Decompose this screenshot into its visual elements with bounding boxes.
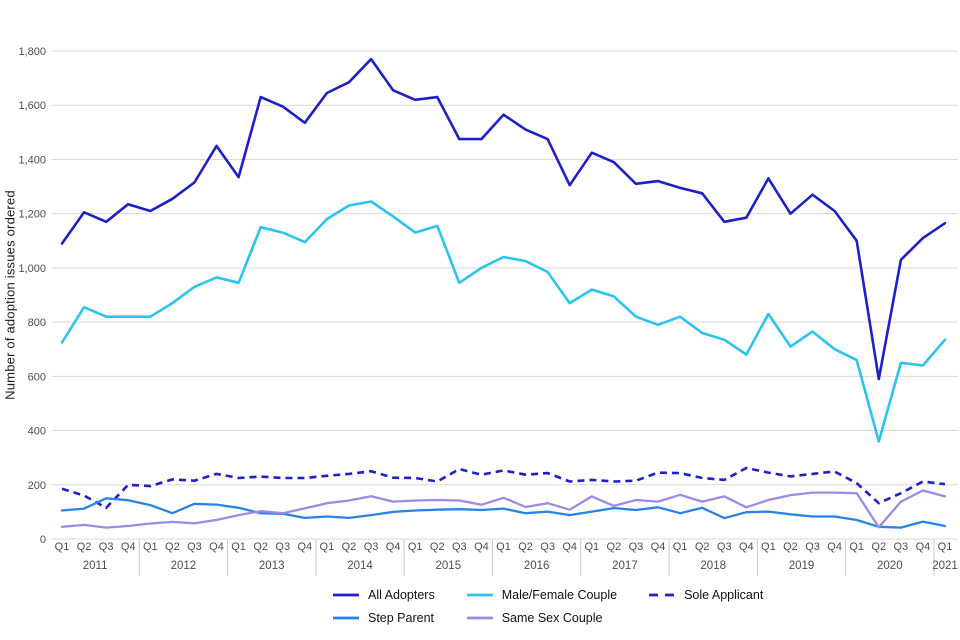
series-line-male-female-couple [60,200,947,443]
chart-legend: All Adopters Male/Female Couple Sole Appli… [333,588,763,625]
x-tick-label: Q4 [827,541,842,553]
x-tick-label: Q4 [474,541,489,553]
legend-item-male-female-couple[interactable]: Male/Female Couple [466,588,618,602]
year-label: 2016 [524,560,550,572]
y-tick-label: 0 [40,534,46,546]
y-tick-label: 1,400 [18,154,46,166]
year-label: 2021 [932,560,958,572]
legend-label: Sole Applicant [684,588,764,602]
x-tick-label: Q3 [452,541,467,553]
legend-label: Same Sex Couple [501,611,603,625]
x-tick-label: Q3 [805,541,820,553]
y-tick-label: 200 [28,480,46,492]
year-label: 2018 [700,560,726,572]
x-tick-label: Q4 [297,541,312,553]
y-axis-title: Number of adoption issues ordered [2,190,18,400]
x-tick-label: Q3 [894,541,909,553]
legend-item-step-parent[interactable]: Step Parent [333,611,435,625]
legend-label: Step Parent [368,611,435,625]
x-tick-label: Q4 [121,541,136,553]
x-tick-label: Q3 [187,541,202,553]
x-tick-label: Q4 [209,541,224,553]
legend-line-sample-male-female-couple [466,593,493,597]
series-line-all-adopters [60,57,947,381]
x-tick-label: Q2 [342,541,357,553]
legend-item-same-sex-couple[interactable]: Same Sex Couple [466,611,617,625]
x-tick-label: Q3 [99,541,114,553]
x-tick-label: Q1 [938,541,953,553]
y-tick-label: 400 [28,426,46,438]
x-tick-label: Q1 [55,541,70,553]
series-line-step-parent [60,497,947,529]
x-tick-label: Q2 [253,541,268,553]
series-line-sole-applicant [61,466,946,510]
x-tick-label: Q2 [165,541,180,553]
x-tick-label: Q4 [651,541,666,553]
x-tick-label: Q4 [562,541,577,553]
y-tick-label: 800 [28,317,46,329]
x-tick-label: Q3 [629,541,644,553]
legend-item-all-adopters[interactable]: All Adopters [333,588,435,602]
x-tick-label: Q4 [916,541,931,553]
year-label: 2012 [171,560,197,572]
year-label: 2020 [877,560,903,572]
x-tick-label: Q2 [430,541,445,553]
x-tick-label: Q1 [496,541,511,553]
x-tick-label: Q1 [408,541,423,553]
x-tick-label: Q2 [518,541,533,553]
y-tick-label: 1,800 [18,46,46,58]
x-tick-label: Q1 [231,541,246,553]
year-label: 2014 [347,560,373,572]
legend-line-sample-all-adopters [333,593,359,597]
y-tick-label: 600 [28,371,46,383]
x-tick-label: Q4 [739,541,754,553]
y-tick-label: 1,200 [18,209,46,221]
series-line-same-sex-couple [60,489,947,529]
y-tick-label: 1,000 [18,263,46,275]
legend-item-sole-applicant[interactable]: Sole Applicant [649,588,763,602]
legend-label: All Adopters [368,588,435,602]
legend-label: Male/Female Couple [501,588,618,602]
x-tick-label: Q4 [386,541,401,553]
x-tick-label: Q2 [607,541,622,553]
year-label: 2017 [612,560,638,572]
x-tick-label: Q1 [320,541,335,553]
year-label: 2013 [259,560,285,572]
x-tick-label: Q1 [143,541,158,553]
x-tick-label: Q2 [77,541,92,553]
x-tick-label: Q1 [849,541,864,553]
legend-line-sample-same-sex-couple [466,616,493,620]
x-tick-label: Q1 [584,541,599,553]
year-label: 2011 [83,560,108,572]
x-tick-label: Q2 [871,541,886,553]
legend-line-sample-step-parent [333,616,359,620]
year-label: 2019 [789,560,815,572]
legend-line-sample-sole-applicant [649,593,676,597]
x-tick-label: Q3 [364,541,379,553]
x-tick-label: Q3 [540,541,555,553]
x-tick-label: Q1 [673,541,688,553]
x-tick-label: Q3 [717,541,732,553]
y-tick-label: 1,600 [18,100,46,112]
x-tick-label: Q3 [275,541,290,553]
x-tick-label: Q1 [761,541,776,553]
x-tick-label: Q2 [695,541,710,553]
year-label: 2015 [436,560,462,572]
x-tick-label: Q2 [783,541,798,553]
